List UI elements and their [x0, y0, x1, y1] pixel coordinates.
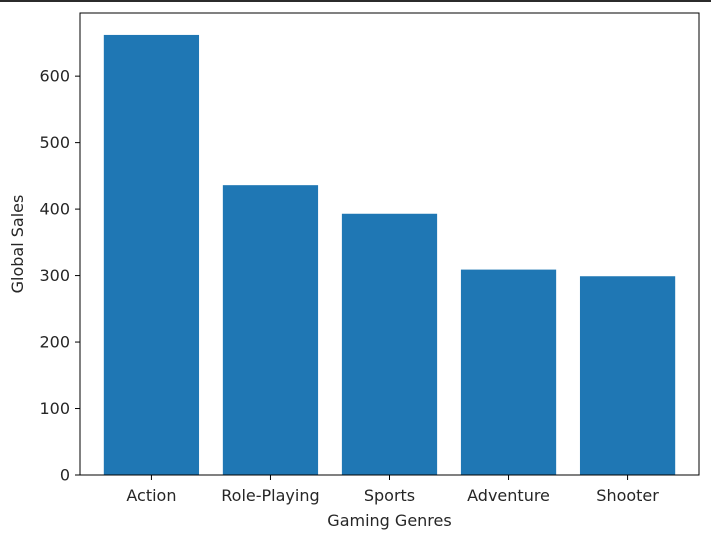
- bar-role-playing: [222, 185, 319, 475]
- top-border-line: [0, 0, 711, 2]
- x-axis-label: Gaming Genres: [327, 511, 451, 530]
- y-tick-label: 400: [39, 200, 70, 219]
- bar-action: [103, 34, 200, 475]
- bar-adventure: [460, 269, 557, 475]
- y-tick-label: 600: [39, 67, 70, 86]
- x-tick-label: Sports: [364, 486, 415, 505]
- y-tick-label: 500: [39, 133, 70, 152]
- y-tick-label: 100: [39, 399, 70, 418]
- y-tick-label: 300: [39, 266, 70, 285]
- bar-shooter: [579, 276, 676, 475]
- y-tick-label: 200: [39, 333, 70, 352]
- bars-group: [103, 34, 676, 475]
- x-tick-label: Role-Playing: [221, 486, 319, 505]
- y-axis: 0 100 200 300 400 500 600: [39, 67, 80, 485]
- x-tick-label: Shooter: [596, 486, 659, 505]
- y-tick-label: 0: [60, 466, 70, 485]
- x-tick-label: Adventure: [467, 486, 550, 505]
- bar-sports: [341, 213, 438, 475]
- y-axis-label: Global Sales: [8, 195, 27, 294]
- x-axis: Action Role-Playing Sports Adventure Shooter: [126, 475, 659, 505]
- x-tick-label: Action: [126, 486, 176, 505]
- plot-frame: [79, 12, 700, 476]
